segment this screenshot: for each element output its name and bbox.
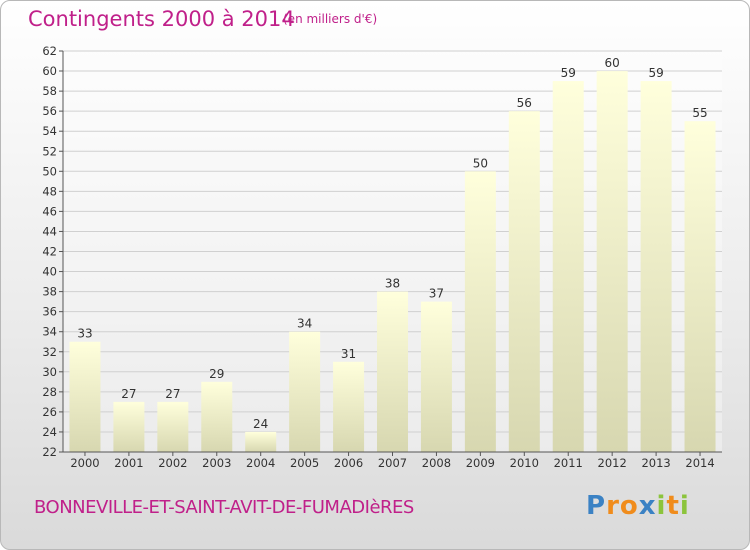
bar [289,331,321,452]
bar-value-label: 31 [341,347,356,361]
bar-value-label: 59 [648,66,663,80]
y-tick-label: 22 [42,445,57,459]
bar-value-label: 33 [77,327,92,341]
bar-value-label: 34 [297,317,312,331]
y-tick-label: 52 [42,144,57,158]
logo-letter: i [679,491,690,521]
x-tick-label: 2011 [554,456,583,470]
y-tick-label: 24 [42,425,57,439]
x-tick-label: 2006 [334,456,363,470]
y-tick-label: 38 [42,285,57,299]
bar [464,171,496,453]
bar-value-label: 27 [165,387,180,401]
bar [552,81,584,452]
logo-letter: i [656,491,667,521]
bar-value-label: 24 [253,417,268,431]
chart-subtitle: (en milliers d'€) [283,12,378,26]
proxiti-logo: Proxiti [586,491,690,521]
y-tick-label: 28 [42,385,57,399]
x-tick-label: 2002 [158,456,187,470]
x-tick-label: 2004 [246,456,275,470]
bar [596,71,628,453]
y-tick-label: 40 [42,265,57,279]
bar [420,301,452,452]
y-tick-label: 42 [42,245,57,259]
logo-letter: P [586,491,607,521]
y-tick-label: 54 [42,124,57,138]
bar [157,401,189,452]
x-tick-label: 2003 [202,456,231,470]
logo-letter: r [606,491,620,521]
x-tick-label: 2001 [114,456,143,470]
bar [69,341,101,452]
y-tick-label: 62 [42,44,57,58]
x-tick-label: 2009 [466,456,495,470]
x-tick-label: 2013 [641,456,670,470]
x-tick-label: 2005 [290,456,319,470]
bar-value-label: 59 [561,66,576,80]
bar-value-label: 38 [385,277,400,291]
y-tick-label: 48 [42,184,57,198]
bar [333,361,365,452]
x-tick-label: 2008 [422,456,451,470]
bar-value-label: 27 [121,387,136,401]
y-tick-label: 46 [42,204,57,218]
bar [201,381,233,452]
bar [245,431,277,452]
bar-value-label: 60 [605,56,620,70]
bar [684,121,716,453]
bar [113,401,145,452]
logo-letter: t [666,491,680,521]
bar [508,111,540,453]
y-tick-label: 34 [42,325,57,339]
x-tick-label: 2010 [510,456,539,470]
y-tick-label: 50 [42,164,57,178]
x-tick-label: 2007 [378,456,407,470]
x-tick-label: 2012 [598,456,627,470]
y-tick-label: 56 [42,104,57,118]
bar [377,291,408,452]
y-tick-label: 58 [42,84,57,98]
x-tick-label: 2014 [685,456,714,470]
bar-value-label: 29 [209,367,224,381]
y-tick-label: 36 [42,305,57,319]
place-name: BONNEVILLE-ET-SAINT-AVIT-DE-FUMADIèRES [34,497,414,518]
y-tick-label: 32 [42,345,57,359]
y-tick-label: 60 [42,64,57,78]
y-tick-label: 44 [42,224,57,238]
bar-value-label: 37 [429,287,444,301]
bar-value-label: 55 [692,106,707,120]
bar [640,81,672,452]
logo-letter: x [638,491,657,521]
y-tick-label: 26 [42,405,57,419]
bar-value-label: 56 [517,96,532,110]
x-tick-label: 2000 [70,456,99,470]
y-tick-label: 30 [42,365,57,379]
bar-value-label: 50 [473,156,488,170]
chart-title: Contingents 2000 à 2014 [28,7,295,31]
logo-letter: o [619,491,639,521]
